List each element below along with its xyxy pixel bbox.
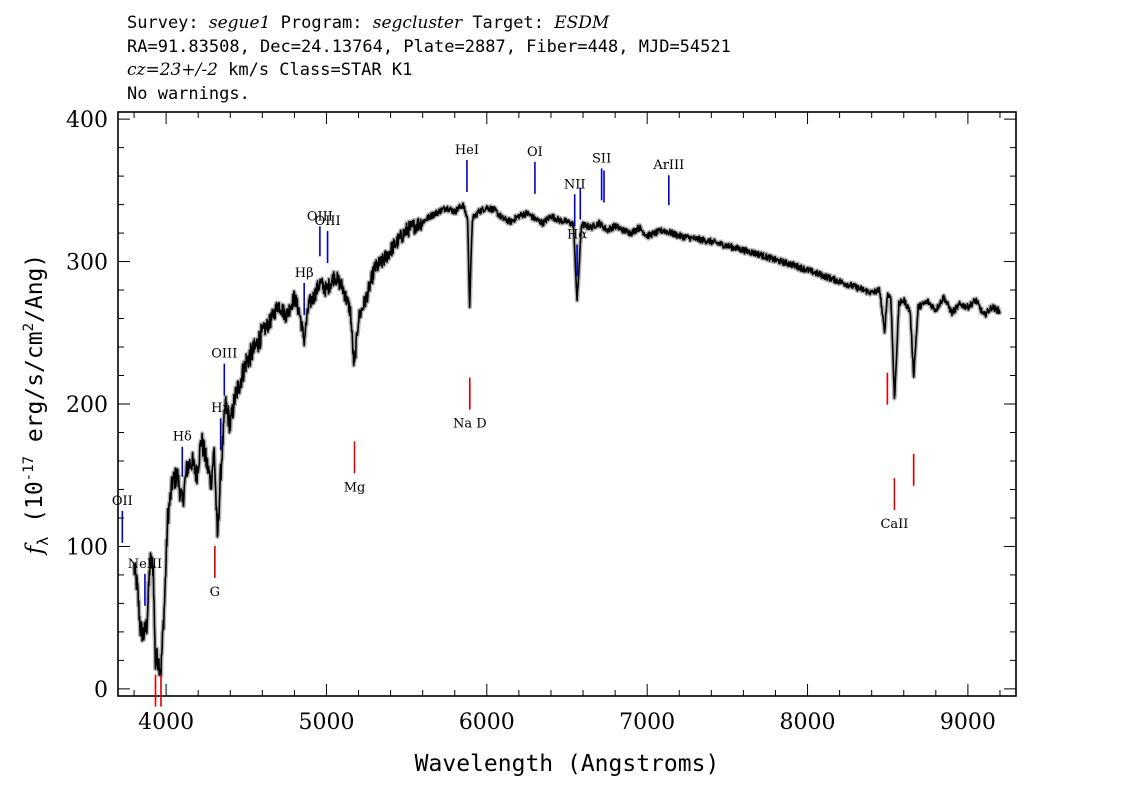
emission-line-label: NII [564,177,586,192]
emission-line-label: Hβ [295,266,314,281]
emission-line-label: OIII [315,214,341,229]
header-line-warnings: No warnings. [127,83,250,104]
y-tick-label: 400 [66,108,108,133]
x-tick-label: 5000 [298,710,354,735]
y-axis-label: fλ (10-17 erg/s/cm2/Ang) [21,254,52,557]
survey-value: segue1 [208,13,271,33]
emission-line-label: ArIII [652,158,684,173]
y-tick-label: 100 [66,535,108,560]
emission-line-label: OII [112,494,133,509]
y-tick-label: 300 [66,251,108,276]
emission-line-label: OI [527,145,543,160]
plot-frame [117,111,1017,697]
emission-line-label: OIII [211,347,237,362]
x-tick-label: 7000 [619,710,675,735]
emission-line-label: HeI [455,143,479,158]
x-tick-label: 8000 [780,710,836,735]
absorption-line-label: CaII [880,517,908,532]
emission-line-label: SII [592,151,611,166]
spectrum-line [133,202,1001,677]
spectrum-header: Survey: segue1 Program: segcluster Targe… [127,12,731,106]
y-tick-label: 0 [94,678,108,703]
emission-line-label: Hδ [173,430,192,445]
target-value: ESDM [554,13,610,33]
emission-line-label: OIII [307,209,333,224]
x-axis-label: Wavelength (Angstroms) [415,751,720,777]
spectrum-error-band [131,200,1003,678]
x-tick-label: 6000 [459,710,515,735]
program-value: segcluster [372,13,463,33]
absorption-line-label: Mg [344,480,366,495]
y-tick-label: 200 [66,393,108,418]
header-line-redshift: cz=23+/-2 km/s Class=STAR K1 [127,60,413,80]
cz-value: cz=23+/-2 [127,60,218,80]
header-line-coordinates: RA=91.83508, Dec=24.13764, Plate=2887, F… [127,36,731,57]
x-tick-label: 4000 [138,710,194,735]
x-tick-label: 9000 [940,710,996,735]
emission-line-label: NeIII [128,557,162,572]
emission-line-label: Hα [567,227,587,242]
absorption-line-label: G [210,585,220,600]
emission-line-label: Hγ [211,401,230,416]
absorption-line-label: Na D [453,417,487,432]
header-line-survey: Survey: segue1 Program: segcluster Targe… [127,13,610,33]
